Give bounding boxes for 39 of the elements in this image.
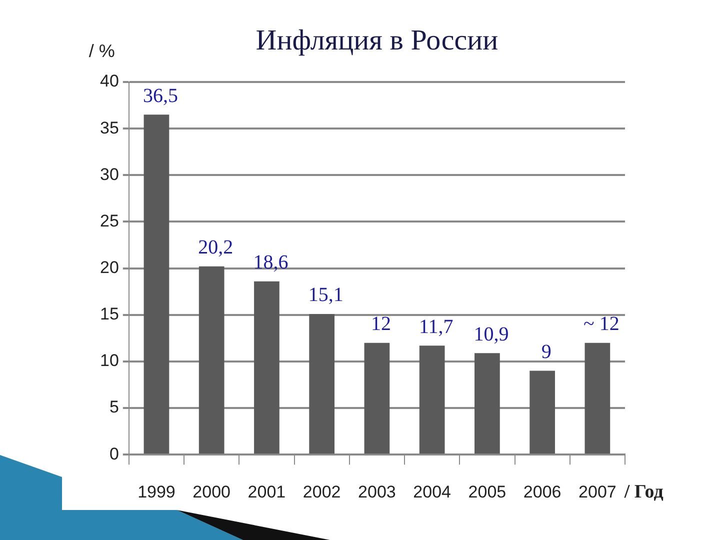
x-tick-label: 2002 <box>302 482 341 502</box>
bar <box>309 314 335 454</box>
data-label: 18,6 <box>253 252 288 274</box>
y-tick-label: 15 <box>100 304 119 324</box>
data-label: 12 <box>370 313 391 336</box>
y-tick-label: 20 <box>100 258 119 277</box>
x-tick-label: 2006 <box>523 482 562 502</box>
x-axis-title: / Год <box>623 482 664 503</box>
x-tick-label: 2004 <box>413 482 451 502</box>
y-tick-label: 10 <box>100 351 119 370</box>
data-label: 36,5 <box>142 84 178 107</box>
x-tick-label: 2007 <box>578 482 616 502</box>
bar <box>419 346 445 454</box>
y-tick-label: 0 <box>109 444 119 464</box>
x-tick-label: 1999 <box>138 482 176 502</box>
data-label: 20,2 <box>198 236 234 259</box>
data-label: 15,1 <box>308 284 344 306</box>
y-axis-title: / % <box>88 40 115 61</box>
x-tick-label: 2005 <box>468 482 506 502</box>
bar <box>530 370 555 454</box>
y-tick-label: 25 <box>100 211 119 230</box>
bar <box>364 342 390 454</box>
x-tick-label: 2001 <box>248 482 286 502</box>
y-tick-label: 30 <box>100 164 119 184</box>
bar <box>584 342 610 454</box>
bar <box>198 266 224 454</box>
y-tick-label: 35 <box>100 118 119 138</box>
data-label: 11,7 <box>418 316 454 338</box>
y-tick-label: 5 <box>109 398 119 417</box>
bar <box>254 281 280 454</box>
chart-title: Инфляция в России <box>256 24 498 57</box>
data-label: ~ 12 <box>584 313 620 336</box>
x-tick-label: 2003 <box>358 482 396 502</box>
y-tick-label: 40 <box>100 72 119 91</box>
bar <box>474 353 500 454</box>
data-label: 9 <box>541 341 552 364</box>
x-tick-label: 2000 <box>192 482 231 502</box>
bar <box>144 114 170 454</box>
data-label: 10,9 <box>474 323 509 346</box>
